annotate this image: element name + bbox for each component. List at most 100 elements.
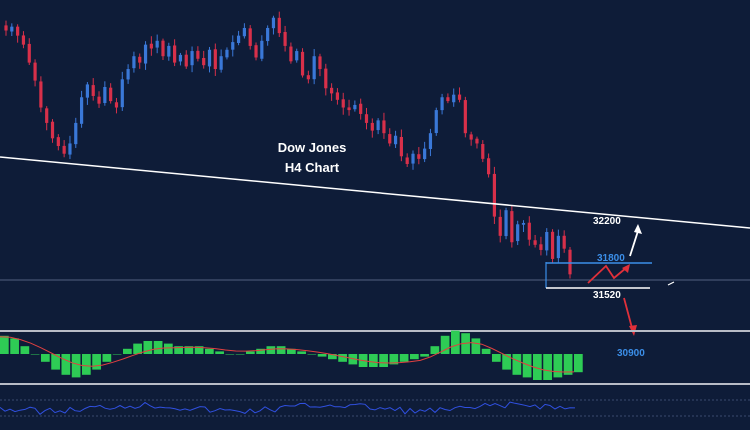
- macd-bar: [297, 351, 306, 354]
- candle: [196, 46, 200, 62]
- candle: [219, 49, 223, 73]
- candle: [4, 20, 8, 36]
- candle: [45, 106, 49, 131]
- candle: [382, 112, 386, 139]
- candle: [114, 97, 119, 114]
- candle: [556, 229, 560, 264]
- macd-bar: [502, 354, 511, 370]
- macd-bar: [0, 335, 9, 354]
- candle: [207, 46, 212, 73]
- candle: [79, 90, 84, 128]
- chart-title-line1: Dow Jones: [278, 140, 347, 155]
- candle: [428, 128, 433, 157]
- macd-bar: [543, 354, 552, 380]
- macd-bar: [481, 348, 491, 354]
- candle: [399, 129, 403, 162]
- candle: [405, 153, 409, 167]
- macd-signal-line: [0, 336, 575, 373]
- candle: [341, 92, 345, 115]
- candle: [423, 141, 427, 163]
- candle: [120, 71, 124, 111]
- candle: [21, 31, 26, 49]
- candle: [486, 153, 491, 178]
- macd-bar: [82, 354, 91, 375]
- macd-bar: [71, 354, 81, 378]
- macd-bar: [143, 341, 153, 354]
- candle: [109, 83, 113, 104]
- macd-bar: [246, 351, 255, 354]
- candle: [364, 107, 369, 130]
- candle: [452, 88, 456, 107]
- macd-bar: [92, 354, 101, 370]
- candle: [475, 136, 479, 149]
- candle: [510, 205, 514, 248]
- candle: [545, 228, 549, 256]
- macd-bar: [430, 346, 440, 354]
- level-label-30900: 30900: [617, 348, 645, 359]
- candle: [300, 48, 305, 78]
- macd-bar: [174, 346, 183, 354]
- macd-bar: [256, 348, 265, 354]
- candle: [138, 53, 142, 69]
- macd-bar: [266, 346, 276, 354]
- macd-bar: [184, 346, 194, 354]
- macd-bar: [440, 335, 450, 354]
- candle: [312, 49, 316, 85]
- candle: [353, 100, 357, 112]
- macd-bar: [379, 354, 388, 367]
- zigzag-projection: [587, 264, 627, 284]
- macd-bar: [20, 346, 30, 354]
- candle: [161, 38, 165, 60]
- candle: [178, 52, 183, 66]
- cursor-mark: [667, 281, 675, 286]
- macd-bar: [153, 341, 163, 354]
- candle: [271, 15, 276, 35]
- candle: [370, 118, 374, 138]
- candle: [103, 81, 107, 106]
- candle: [248, 25, 252, 50]
- candle: [562, 230, 566, 253]
- macd-bar: [194, 346, 204, 354]
- candle: [85, 82, 90, 105]
- candle: [481, 140, 485, 163]
- macd-bar: [41, 354, 50, 362]
- candle: [33, 59, 37, 87]
- candle: [126, 64, 130, 84]
- rsi-line: [0, 401, 576, 415]
- candle: [236, 30, 241, 46]
- candle: [463, 96, 467, 138]
- candle: [202, 50, 206, 69]
- macd-bar: [215, 351, 224, 354]
- candle: [469, 131, 473, 146]
- macd-bar: [133, 343, 142, 354]
- arrow-up-white: [629, 224, 642, 257]
- candle: [411, 150, 415, 170]
- macd-histogram: [0, 330, 583, 380]
- macd-bar: [235, 354, 245, 355]
- candle: [504, 207, 508, 240]
- candle: [132, 51, 136, 73]
- candle: [62, 140, 66, 158]
- macd-bar: [51, 354, 60, 370]
- candle: [39, 76, 43, 113]
- macd-bar: [317, 354, 327, 357]
- macd-bar: [574, 354, 583, 373]
- level-label-31800: 31800: [597, 253, 625, 264]
- candlestick-series: [4, 11, 572, 279]
- candle: [440, 93, 444, 115]
- candle: [27, 38, 31, 65]
- candle: [97, 91, 101, 108]
- candle: [190, 46, 194, 73]
- candle: [231, 35, 235, 57]
- candle: [446, 93, 450, 104]
- candle: [254, 42, 258, 61]
- candle: [289, 42, 293, 64]
- macd-bar: [522, 354, 532, 378]
- candle: [516, 220, 520, 246]
- candle: [393, 130, 398, 148]
- macd-bar: [492, 354, 501, 362]
- macd-bar: [225, 354, 235, 355]
- candle: [266, 25, 270, 46]
- candle: [457, 87, 462, 103]
